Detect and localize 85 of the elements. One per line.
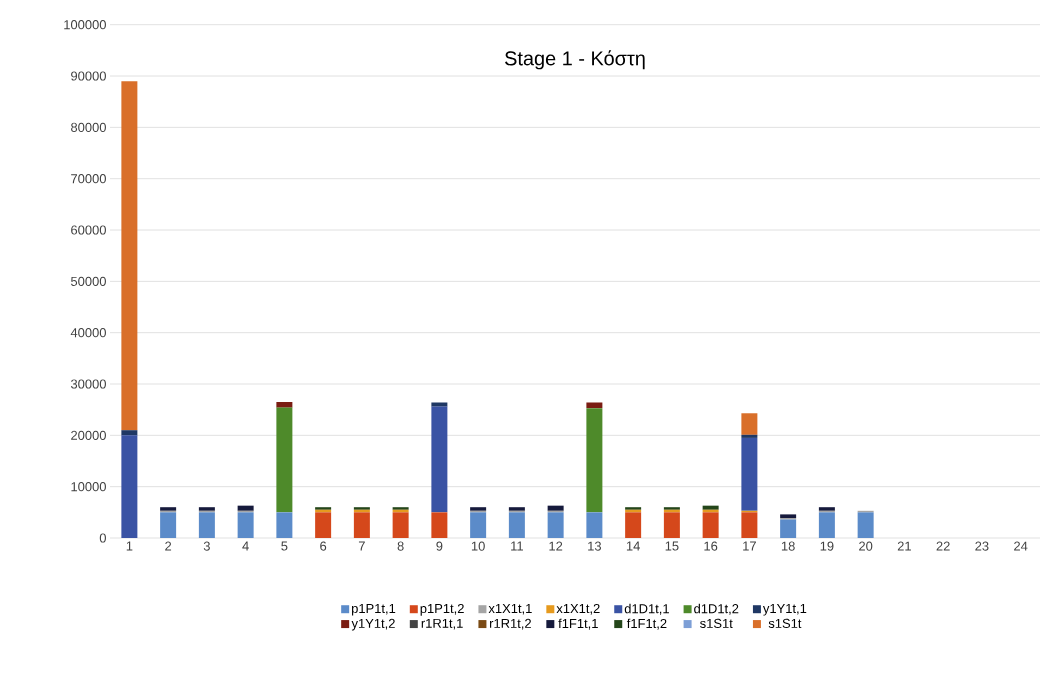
bar xyxy=(586,512,603,538)
y-tick-label: 100000 xyxy=(64,20,106,30)
bar xyxy=(586,408,603,513)
bar xyxy=(121,81,138,431)
bar xyxy=(198,512,215,538)
bar xyxy=(547,512,564,538)
bar xyxy=(353,512,370,538)
bar xyxy=(392,512,409,538)
y-tick-label: 20000 xyxy=(71,430,106,440)
x-tick-label: 17 xyxy=(743,541,756,551)
x-tick-label: 18 xyxy=(781,541,795,551)
x-tick-label: 4 xyxy=(242,541,249,551)
y-tick-label: 70000 xyxy=(71,174,106,184)
x-tick-label: 20 xyxy=(859,541,873,551)
x-tick-label: 7 xyxy=(358,541,365,551)
x-tick-label: 3 xyxy=(203,541,210,551)
y-tick-label: 0 xyxy=(99,533,106,543)
x-tick-label: 24 xyxy=(1014,541,1028,551)
bar xyxy=(741,437,758,511)
bar xyxy=(431,512,448,538)
bar xyxy=(625,512,642,538)
bar xyxy=(431,402,448,407)
bar xyxy=(780,514,797,518)
bar xyxy=(780,519,797,538)
x-tick-label: 13 xyxy=(588,541,602,551)
x-tick-label: 10 xyxy=(471,541,485,551)
x-tick-label: 9 xyxy=(436,541,443,551)
bar xyxy=(702,512,719,538)
legend-label: r1R1t,1 xyxy=(421,618,463,630)
bar xyxy=(508,512,525,538)
y-tick-label: 50000 xyxy=(70,276,106,286)
y-tick-label: 40000 xyxy=(70,328,106,338)
bar xyxy=(315,512,332,538)
bar xyxy=(741,413,758,435)
legend-label: d1D1t,1 xyxy=(624,603,669,615)
x-tick-label: 2 xyxy=(165,541,172,551)
legend-label: y1Y1t,2 xyxy=(351,618,395,631)
x-tick-label: 12 xyxy=(549,541,563,551)
bar xyxy=(431,406,448,513)
bar xyxy=(663,512,680,538)
bar xyxy=(741,512,758,538)
legend-label: d1D1t,2 xyxy=(694,603,739,615)
bar xyxy=(276,407,293,513)
legend-label: x1X1t,1 xyxy=(488,604,532,615)
bar xyxy=(160,512,177,538)
x-tick-label: 21 xyxy=(897,541,911,551)
legend-label: y1Y1t,1 xyxy=(762,604,807,616)
x-tick-label: 1 xyxy=(126,541,133,551)
x-tick-label: 19 xyxy=(820,541,834,551)
legend-label: r1R1t,2 xyxy=(490,618,531,630)
legend-label: s1S1t xyxy=(768,618,802,628)
bar xyxy=(470,512,487,538)
x-tick-label: 22 xyxy=(936,541,950,551)
bar xyxy=(818,512,835,538)
x-tick-label: 16 xyxy=(704,541,718,551)
bar xyxy=(547,505,564,511)
legend-label: p1P1t,2 xyxy=(420,603,464,616)
y-tick-label: 60000 xyxy=(71,225,106,235)
bar xyxy=(121,435,138,538)
legend-label: f1F1t,2 xyxy=(626,618,667,630)
bar xyxy=(702,505,719,510)
y-tick-label: 80000 xyxy=(71,122,106,132)
x-tick-label: 23 xyxy=(975,541,989,551)
x-tick-label: 14 xyxy=(626,541,640,551)
bar xyxy=(857,512,874,538)
x-tick-label: 15 xyxy=(665,541,679,551)
text: Stage 1 - Κόστη xyxy=(505,50,645,70)
y-tick-label: 90000 xyxy=(71,71,106,81)
x-tick-label: 8 xyxy=(397,541,404,551)
bar xyxy=(276,512,293,538)
bar xyxy=(586,402,603,409)
x-tick-label: 5 xyxy=(281,541,288,551)
y-tick-label: 30000 xyxy=(70,379,106,389)
bar xyxy=(276,401,293,408)
bar xyxy=(237,505,254,511)
x-tick-label: 6 xyxy=(320,541,327,551)
legend-label: f1F1t,1 xyxy=(558,618,598,630)
y-tick-label: 10000 xyxy=(71,482,106,492)
bar xyxy=(121,430,138,436)
legend-label: s1S1t xyxy=(700,618,733,628)
bar xyxy=(237,512,254,538)
legend-label: x1X1t,2 xyxy=(556,603,600,615)
legend-label: p1P1t,1 xyxy=(351,604,396,616)
bar xyxy=(741,434,758,438)
x-tick-label: 11 xyxy=(511,541,523,551)
